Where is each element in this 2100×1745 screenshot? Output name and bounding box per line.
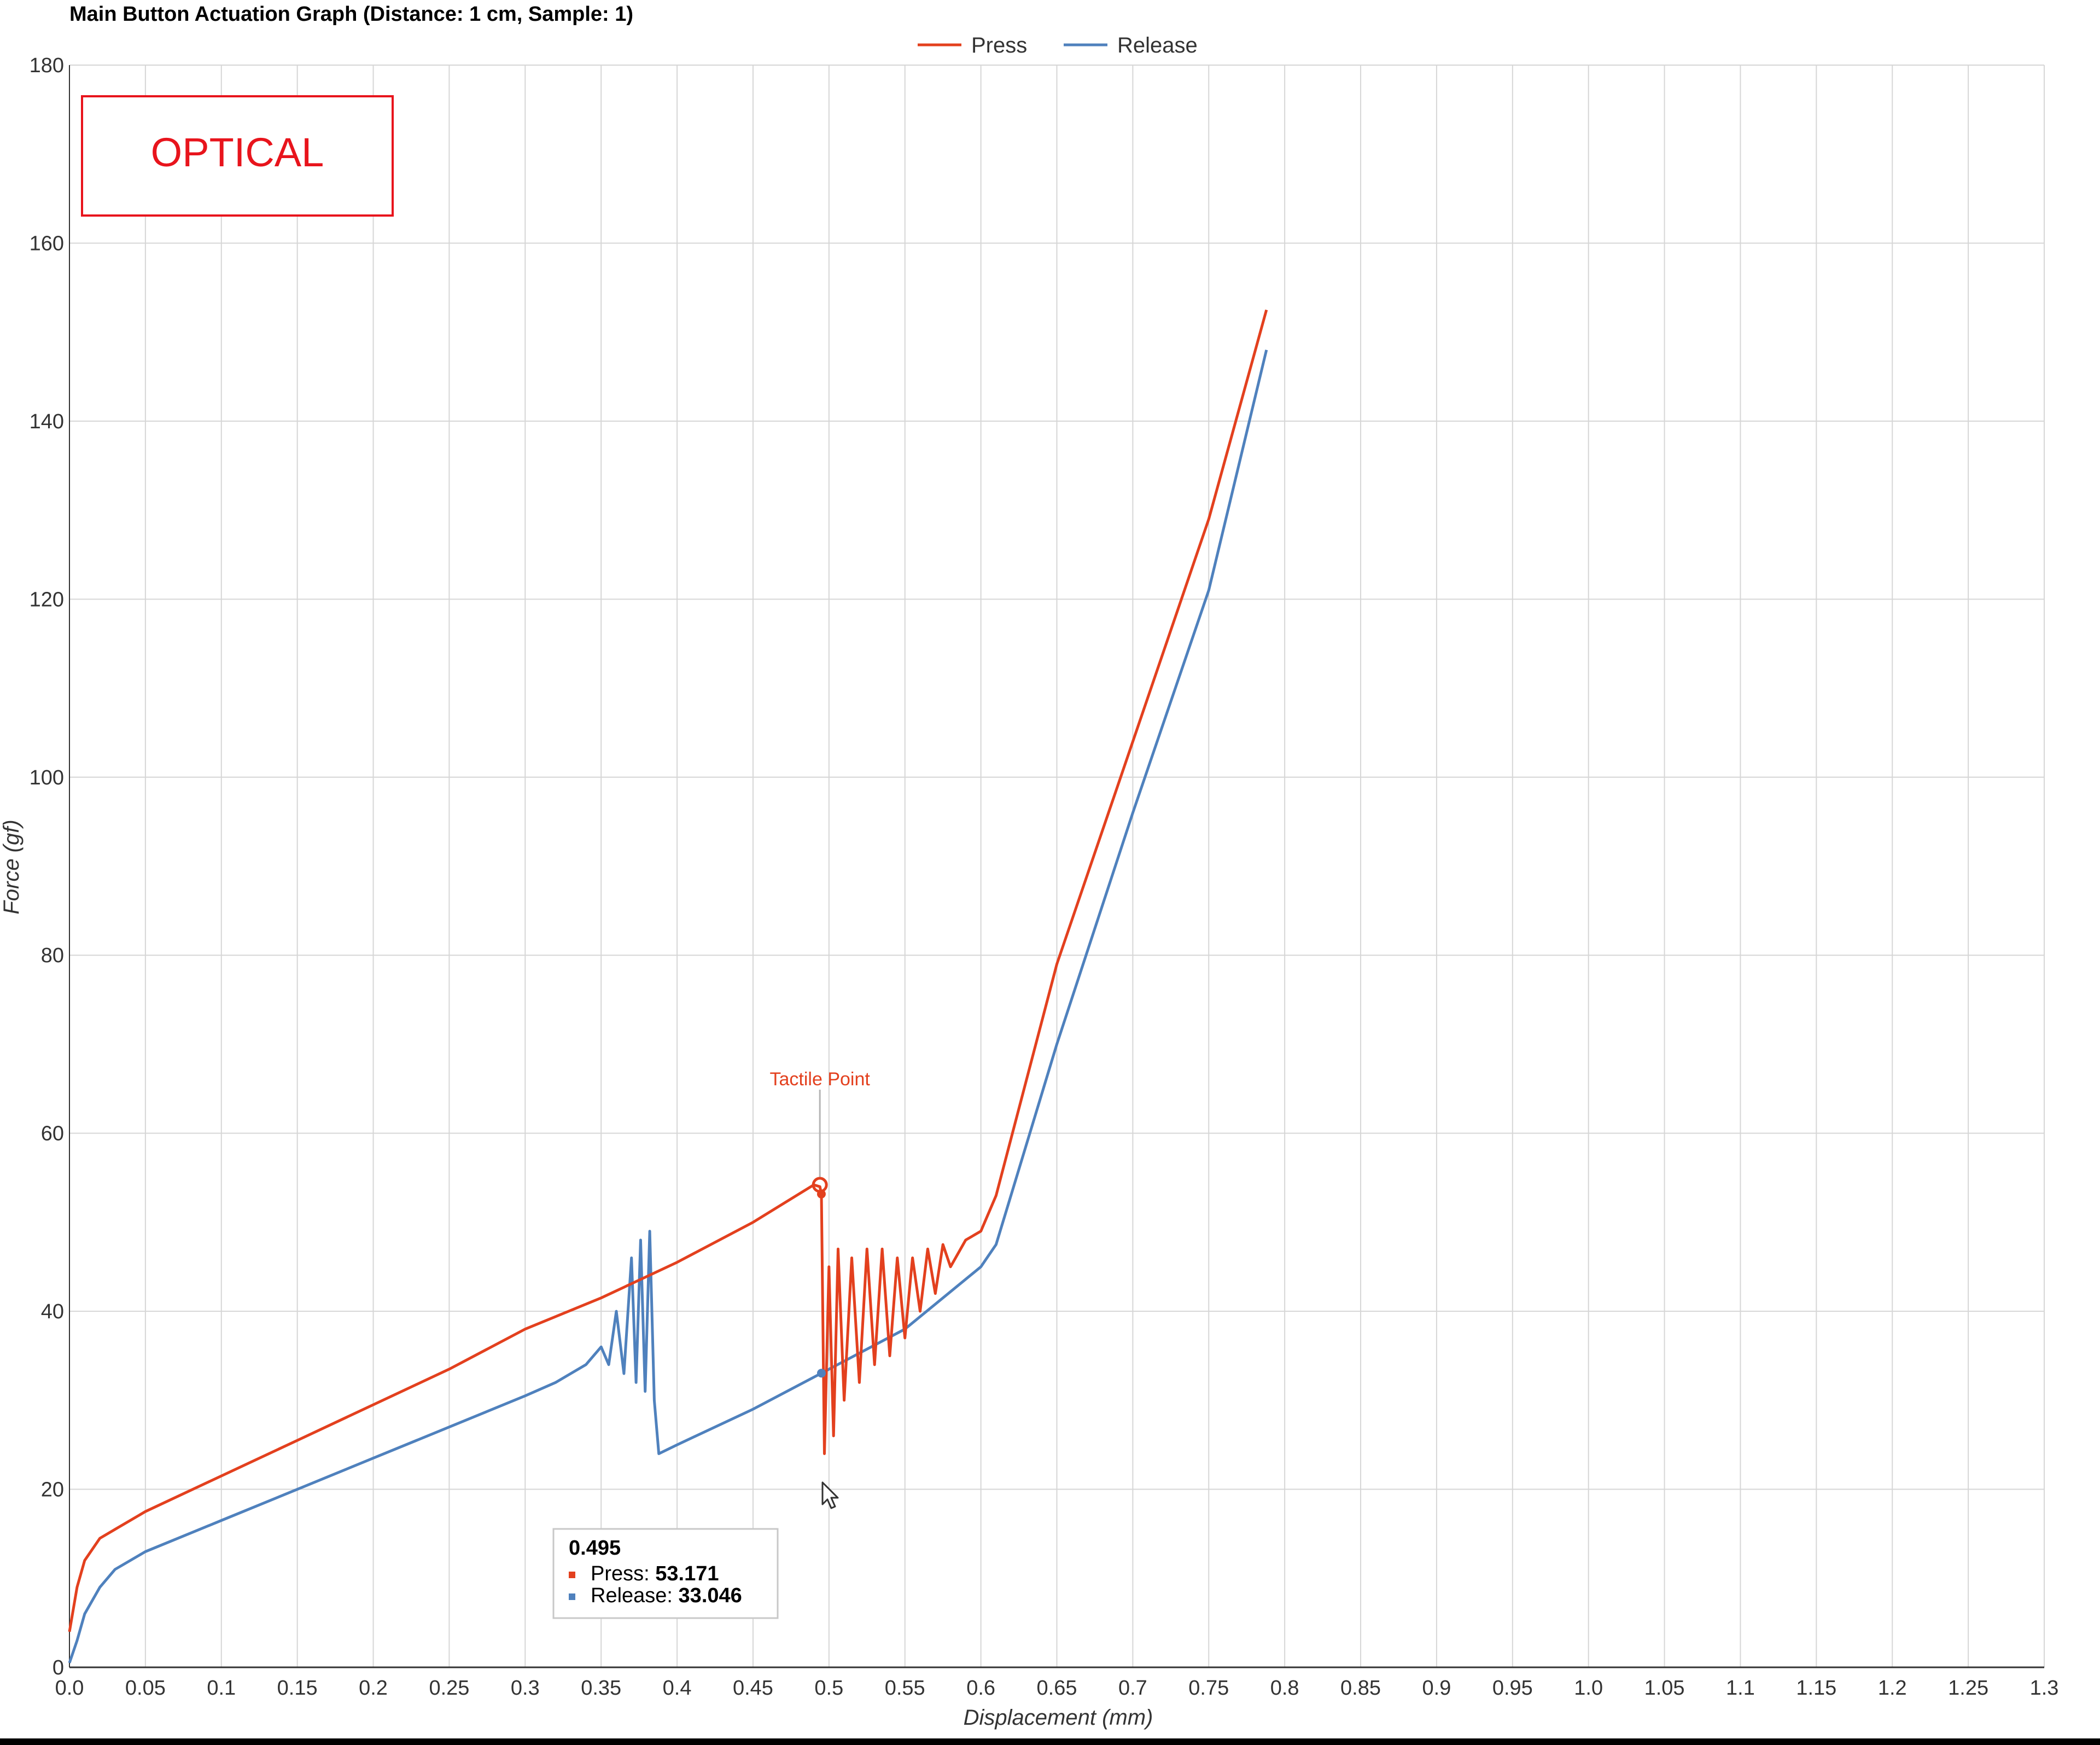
y-tick-label: 80: [41, 944, 64, 967]
tooltip-frame: [552, 1528, 779, 1619]
legend-label-press: Press: [971, 33, 1027, 57]
legend-label-release: Release: [1117, 33, 1198, 57]
x-tick-label: 0.85: [1340, 1677, 1381, 1700]
tooltip-x-value: 0.495: [569, 1537, 621, 1560]
x-tick-label: 0.3: [511, 1677, 540, 1700]
tooltip-release-row: Release: 33.046: [591, 1584, 742, 1607]
series-line-press: [68, 309, 1268, 1632]
mouse-cursor-icon: [821, 1481, 839, 1509]
x-tick-label: 1.05: [1644, 1677, 1685, 1700]
x-tick-label: 1.1: [1726, 1677, 1755, 1700]
y-tick-labels: 0 20 40 60 80 100 120 140 160 180: [30, 54, 64, 1679]
x-tick-label: 0.95: [1492, 1677, 1533, 1700]
x-tick-label: 0.5: [814, 1677, 843, 1700]
tooltip-release-label: Release:: [591, 1584, 679, 1607]
x-tick-label: 0.55: [885, 1677, 925, 1700]
x-tick-label: 0.75: [1188, 1677, 1229, 1700]
series-line-release: [68, 350, 1268, 1663]
tactile-point-annotation: Tactile Point: [770, 1069, 871, 1193]
y-axis-label: Force (gf): [0, 819, 24, 914]
tooltip-press-swatch: [569, 1572, 575, 1578]
optical-label-box: OPTICAL: [81, 95, 394, 217]
x-tick-label: 1.15: [1796, 1677, 1836, 1700]
x-tick-label: 0.9: [1422, 1677, 1451, 1700]
hover-markers: [816, 1189, 826, 1378]
y-tick-label: 40: [41, 1300, 64, 1323]
y-tick-label: 20: [41, 1479, 64, 1502]
x-tick-label: 1.2: [1878, 1677, 1907, 1700]
tooltip-press-row: Press: 53.171: [591, 1562, 719, 1585]
y-tick-label: 120: [30, 588, 64, 611]
y-tick-label: 140: [30, 410, 64, 433]
annotation-label: Tactile Point: [770, 1069, 871, 1090]
x-tick-label: 0.4: [663, 1677, 692, 1700]
x-tick-label: 0.2: [359, 1677, 388, 1700]
x-tick-label: 0.6: [966, 1677, 995, 1700]
x-tick-labels: 0.0 0.05 0.1 0.15 0.2 0.25 0.3 0.35 0.4 0.45 0.5 0.…: [55, 1677, 2059, 1700]
chart-title: Main Button Actuation Graph (Distance: 1…: [69, 3, 633, 26]
y-tick-label: 0: [52, 1656, 64, 1679]
y-tick-label: 60: [41, 1122, 64, 1145]
x-tick-label: 1.25: [1948, 1677, 1988, 1700]
tooltip-release-swatch: [569, 1593, 575, 1600]
grid-lines: [69, 65, 2045, 1667]
optical-label: OPTICAL: [151, 130, 324, 175]
legend: Press Release: [918, 33, 1198, 57]
tooltip-press-value: 53.171: [655, 1562, 719, 1585]
x-tick-label: 1.3: [2030, 1677, 2059, 1700]
x-tick-label: 0.45: [733, 1677, 773, 1700]
series-lines: [68, 309, 1268, 1663]
x-axis-label: Displacement (mm): [964, 1706, 1153, 1730]
axes: [69, 65, 2044, 1668]
x-tick-label: 0.7: [1118, 1677, 1147, 1700]
x-tick-label: 0.15: [277, 1677, 318, 1700]
tooltip: 0.495 Press: 53.171 Release: 33.046: [552, 1528, 779, 1619]
optical-label-frame: [81, 95, 394, 217]
y-tick-label: 100: [30, 766, 64, 789]
hover-marker-press: [816, 1189, 826, 1199]
x-tick-label: 0.25: [429, 1677, 469, 1700]
y-tick-label: 160: [30, 232, 64, 255]
tooltip-press-label: Press:: [591, 1562, 655, 1585]
x-tick-label: 1.0: [1574, 1677, 1603, 1700]
hover-marker-release: [816, 1369, 826, 1378]
x-tick-label: 0.0: [55, 1677, 84, 1700]
x-tick-label: 0.1: [207, 1677, 236, 1700]
tooltip-release-value: 33.046: [679, 1584, 742, 1607]
y-tick-label: 180: [30, 54, 64, 77]
x-tick-label: 0.65: [1037, 1677, 1077, 1700]
x-tick-label: 0.8: [1270, 1677, 1299, 1700]
x-tick-label: 0.05: [125, 1677, 166, 1700]
x-tick-label: 0.35: [581, 1677, 621, 1700]
bottom-border: [0, 1738, 2100, 1745]
